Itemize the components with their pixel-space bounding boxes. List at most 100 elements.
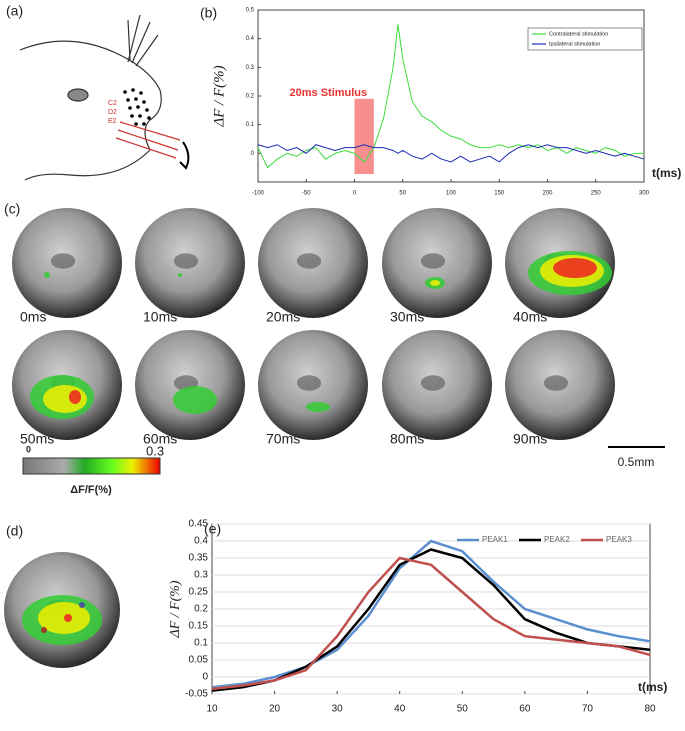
activation bbox=[430, 280, 440, 286]
y-tick-label: 0.35 bbox=[189, 553, 209, 564]
series-line bbox=[211, 539, 651, 689]
y-tick-label: 0.2 bbox=[246, 94, 255, 100]
y-tick-label: 0.5 bbox=[246, 8, 255, 14]
y-tick-label: 0.1 bbox=[246, 122, 255, 128]
whisker-label: C2 bbox=[108, 100, 117, 107]
legend-label: PEAK2 bbox=[544, 535, 570, 544]
x-tick-label: 20 bbox=[269, 704, 281, 715]
y-tick-label: 0.15 bbox=[189, 621, 209, 632]
image-shadow bbox=[543, 375, 569, 391]
frame-label: 70ms bbox=[266, 431, 300, 447]
image-frame: 40ms bbox=[505, 208, 615, 325]
image-frame: 0ms bbox=[12, 208, 122, 325]
whisker-label: D2 bbox=[108, 109, 117, 116]
image-frame: 90ms bbox=[505, 330, 615, 447]
activation bbox=[41, 627, 47, 633]
series-line bbox=[257, 144, 645, 163]
mouse-drawing bbox=[19, 14, 190, 181]
series-line bbox=[211, 548, 651, 692]
x-tick-label: 50 bbox=[399, 191, 406, 197]
colorbar-title: ΔF/F(%) bbox=[70, 484, 112, 496]
frame-label: 40ms bbox=[513, 309, 547, 325]
frame-label: 60ms bbox=[143, 431, 177, 447]
stimulus bbox=[354, 98, 374, 174]
series-line bbox=[257, 24, 644, 169]
image-frame: 60ms bbox=[135, 330, 245, 447]
colorbar bbox=[22, 457, 161, 475]
image-shadow bbox=[420, 253, 446, 269]
x-tick-label: 60 bbox=[519, 704, 531, 715]
activation bbox=[79, 602, 85, 608]
y-tick-label: 0 bbox=[202, 672, 208, 683]
x-tick-label: -50 bbox=[302, 191, 311, 197]
frame-label: 0ms bbox=[20, 309, 46, 325]
activation bbox=[173, 386, 217, 414]
panel-label: (b) bbox=[200, 5, 217, 21]
y-tick-label: 0.45 bbox=[189, 519, 209, 530]
image-frame: 20ms bbox=[258, 208, 368, 325]
panel-label: (e) bbox=[204, 521, 221, 537]
x-tick-label: 30 bbox=[332, 704, 344, 715]
x-axis-label: t(ms) bbox=[638, 680, 667, 694]
whisker-label: E2 bbox=[108, 118, 117, 125]
y-axis-label: ΔF / F(%) bbox=[211, 65, 227, 127]
colorbar-max: 0.3 bbox=[146, 443, 164, 458]
legend-label: Contralateral stimulation bbox=[549, 31, 608, 37]
x-tick-label: 50 bbox=[457, 704, 469, 715]
y-tick-label: 0.3 bbox=[246, 65, 255, 71]
y-tick-label: 0.4 bbox=[194, 536, 208, 547]
y-tick-label: 0.4 bbox=[246, 36, 255, 42]
y-tick-label: 0.3 bbox=[194, 570, 208, 581]
x-axis-label: t(ms) bbox=[652, 166, 681, 180]
frame-label: 10ms bbox=[143, 309, 177, 325]
image-shadow bbox=[50, 253, 76, 269]
legend-label: PEAK1 bbox=[482, 535, 508, 544]
x-tick-label: -100 bbox=[252, 191, 265, 197]
image-shadow bbox=[296, 253, 322, 269]
x-tick-label: 150 bbox=[494, 191, 505, 197]
x-tick-label: 300 bbox=[639, 191, 650, 197]
frame-label: 30ms bbox=[390, 309, 424, 325]
activation bbox=[69, 390, 81, 404]
activation bbox=[178, 273, 182, 277]
x-tick-label: 250 bbox=[591, 191, 602, 197]
activation bbox=[553, 258, 597, 278]
y-tick-label: 0.2 bbox=[194, 604, 208, 615]
colorbar-min: 0 bbox=[26, 444, 31, 454]
y-axis-label: ΔF / F(%) bbox=[168, 580, 183, 639]
legend-label: Ipsilateral stimulation bbox=[549, 41, 600, 47]
x-tick-label: 80 bbox=[644, 704, 656, 715]
x-tick-label: 100 bbox=[446, 191, 457, 197]
y-tick-label: 0.05 bbox=[189, 655, 209, 666]
x-tick-label: 200 bbox=[542, 191, 553, 197]
image-shadow bbox=[296, 375, 322, 391]
y-tick-label: 0.25 bbox=[189, 587, 209, 598]
series-line bbox=[211, 556, 651, 691]
frame-label: 80ms bbox=[390, 431, 424, 447]
scale-bar-label: 0.5mm bbox=[618, 455, 655, 469]
frame-label: 90ms bbox=[513, 431, 547, 447]
image-shadow bbox=[173, 253, 199, 269]
image-frame: 80ms bbox=[382, 330, 492, 447]
image-frame bbox=[4, 552, 120, 668]
image-frame: 30ms bbox=[382, 208, 492, 325]
panel-label: (a) bbox=[6, 3, 23, 19]
y-tick-label: -0.05 bbox=[185, 689, 208, 700]
image-frame: 70ms bbox=[258, 330, 368, 447]
activation bbox=[306, 402, 330, 412]
y-tick-label: 0 bbox=[251, 151, 255, 157]
x-tick-label: 0 bbox=[353, 191, 357, 197]
legend-label: PEAK3 bbox=[606, 535, 632, 544]
activation bbox=[44, 272, 50, 278]
x-tick-label: 40 bbox=[394, 704, 406, 715]
panel-label: (d) bbox=[6, 523, 23, 539]
legend-box bbox=[527, 27, 643, 51]
frame-label: 20ms bbox=[266, 309, 300, 325]
image-frame: 50ms bbox=[12, 330, 122, 447]
image-frame: 10ms bbox=[135, 208, 245, 325]
x-tick-label: 10 bbox=[206, 704, 218, 715]
frame-label: 50ms bbox=[20, 431, 54, 447]
image-shadow bbox=[420, 375, 446, 391]
panel-label: (c) bbox=[4, 201, 20, 217]
